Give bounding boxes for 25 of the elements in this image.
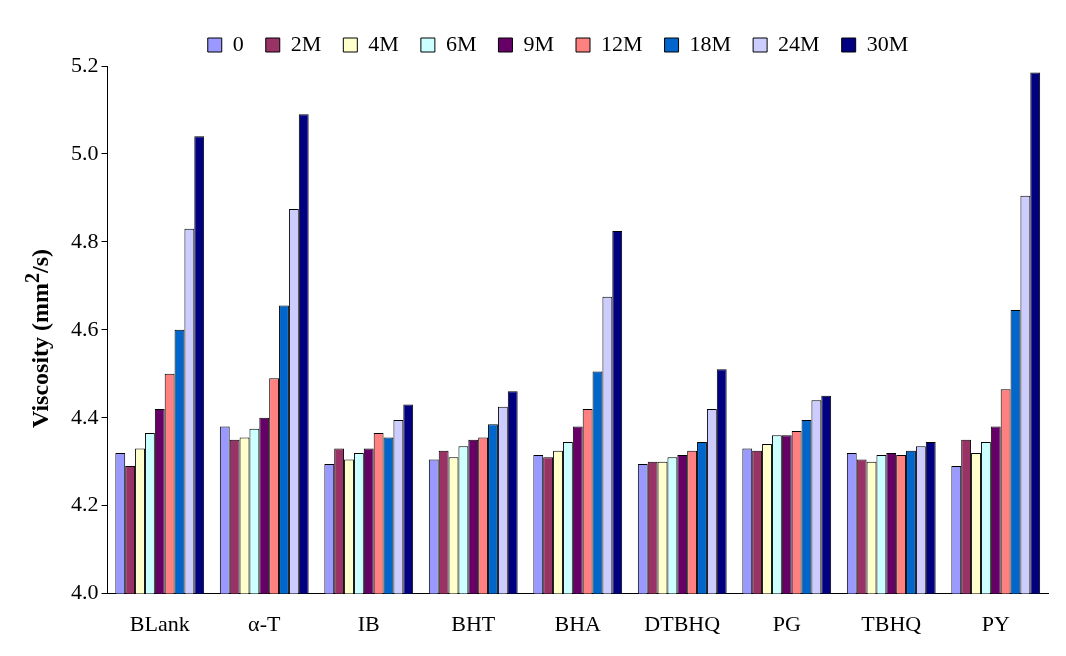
- x-tick-label: PY: [981, 610, 1010, 636]
- legend-label: 24M: [778, 30, 820, 56]
- y-tick-label: 4.4: [71, 403, 99, 429]
- legend-label: 9M: [523, 30, 554, 56]
- x-tick-label: α-T: [248, 610, 281, 636]
- x-tick-label: PG: [772, 610, 801, 636]
- x-tick-label: BHT: [451, 610, 496, 636]
- legend-label: 6M: [445, 30, 477, 56]
- y-tick-label: 5.0: [71, 139, 99, 165]
- x-tick-label: IB: [357, 610, 380, 636]
- x-tick-label: BHA: [554, 610, 602, 636]
- legend-label: 2M: [290, 30, 322, 56]
- y-tick-label: 4.2: [71, 491, 99, 517]
- legend-label: 4M: [368, 30, 399, 56]
- x-tick-label: DTBHQ: [644, 610, 721, 636]
- y-tick-label: 4.8: [71, 227, 99, 253]
- legend-label: 30M: [866, 30, 909, 56]
- legend-label: 12M: [601, 30, 643, 56]
- x-tick-label: TBHQ: [861, 610, 922, 636]
- y-tick-label: 4.0: [71, 579, 99, 605]
- y-tick-label: 5.2: [71, 51, 99, 77]
- x-tick-label: BLank: [129, 610, 190, 636]
- y-tick-label: 4.6: [71, 315, 99, 341]
- legend-label: 0: [232, 30, 244, 56]
- legend-label: 18M: [689, 30, 732, 56]
